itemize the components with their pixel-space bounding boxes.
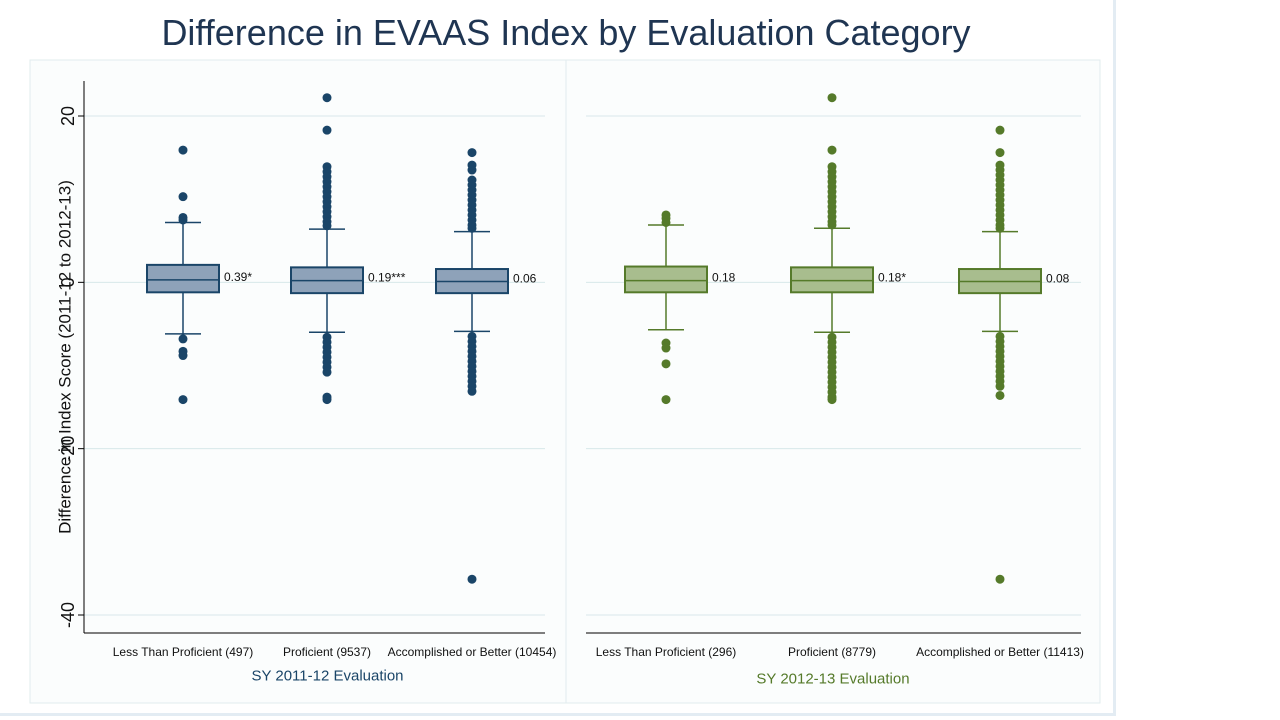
outlier-point [178, 334, 188, 344]
x-category-label: Accomplished or Better (10454) [388, 645, 557, 659]
outlier-point [322, 367, 332, 377]
outlier-point [467, 148, 477, 158]
box-iqr [146, 263, 220, 294]
outlier-point [178, 192, 188, 202]
outlier-point [827, 395, 837, 405]
panel-1-xlabel: SY 2011-12 Evaluation [251, 668, 403, 685]
outlier-point [995, 390, 1005, 400]
outlier-point [322, 221, 332, 231]
outlier-point [178, 215, 188, 225]
box-iqr [624, 265, 708, 294]
outlier-point [827, 93, 837, 103]
mean-diff-annotation: 0.19*** [368, 271, 406, 285]
panel-1-frame [29, 59, 567, 704]
outlier-point [995, 574, 1005, 584]
x-category-label: Less Than Proficient (296) [596, 645, 737, 659]
x-category-label: Accomplished or Better (11413) [916, 645, 1084, 659]
outlier-point [467, 223, 477, 233]
mean-diff-annotation: 0.39* [224, 270, 252, 284]
outlier-point [661, 343, 671, 353]
box-iqr [790, 266, 874, 294]
y-tick-label: 0 [58, 277, 78, 287]
outlier-point [827, 145, 837, 155]
outlier-point [995, 125, 1005, 135]
slide-title: Difference in EVAAS Index by Evaluation … [161, 12, 971, 53]
outlier-point [661, 217, 671, 227]
mean-diff-annotation: 0.06 [513, 272, 537, 286]
mean-diff-annotation: 0.18* [878, 271, 906, 285]
outlier-point [178, 351, 188, 361]
y-tick-label: -20 [58, 436, 78, 462]
outlier-point [322, 125, 332, 135]
outlier-point [322, 93, 332, 103]
y-tick-label: 20 [58, 106, 78, 126]
outlier-point [322, 395, 332, 405]
outlier-point [467, 574, 477, 584]
mean-diff-annotation: 0.08 [1046, 272, 1070, 286]
panel-2-xlabel: SY 2012-13 Evaluation [756, 671, 909, 688]
outlier-point [995, 148, 1005, 158]
outlier-point [995, 223, 1005, 233]
x-category-label: Less Than Proficient (497) [113, 645, 254, 659]
outlier-point [467, 165, 477, 175]
mean-diff-annotation: 0.18 [712, 271, 736, 285]
outlier-point [995, 381, 1005, 391]
outlier-point [178, 145, 188, 155]
x-category-label: Proficient (8779) [788, 645, 876, 659]
x-category-label: Proficient (9537) [283, 645, 371, 659]
outlier-point [827, 220, 837, 230]
y-tick-label: -40 [58, 602, 78, 628]
outlier-point [661, 395, 671, 405]
outlier-point [178, 395, 188, 405]
outlier-point [467, 386, 477, 396]
outlier-point [661, 359, 671, 369]
y-axis-label: Difference in Index Score (2011-12 to 20… [56, 180, 75, 534]
